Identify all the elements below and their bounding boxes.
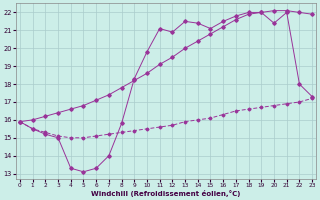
X-axis label: Windchill (Refroidissement éolien,°C): Windchill (Refroidissement éolien,°C) [91, 190, 241, 197]
